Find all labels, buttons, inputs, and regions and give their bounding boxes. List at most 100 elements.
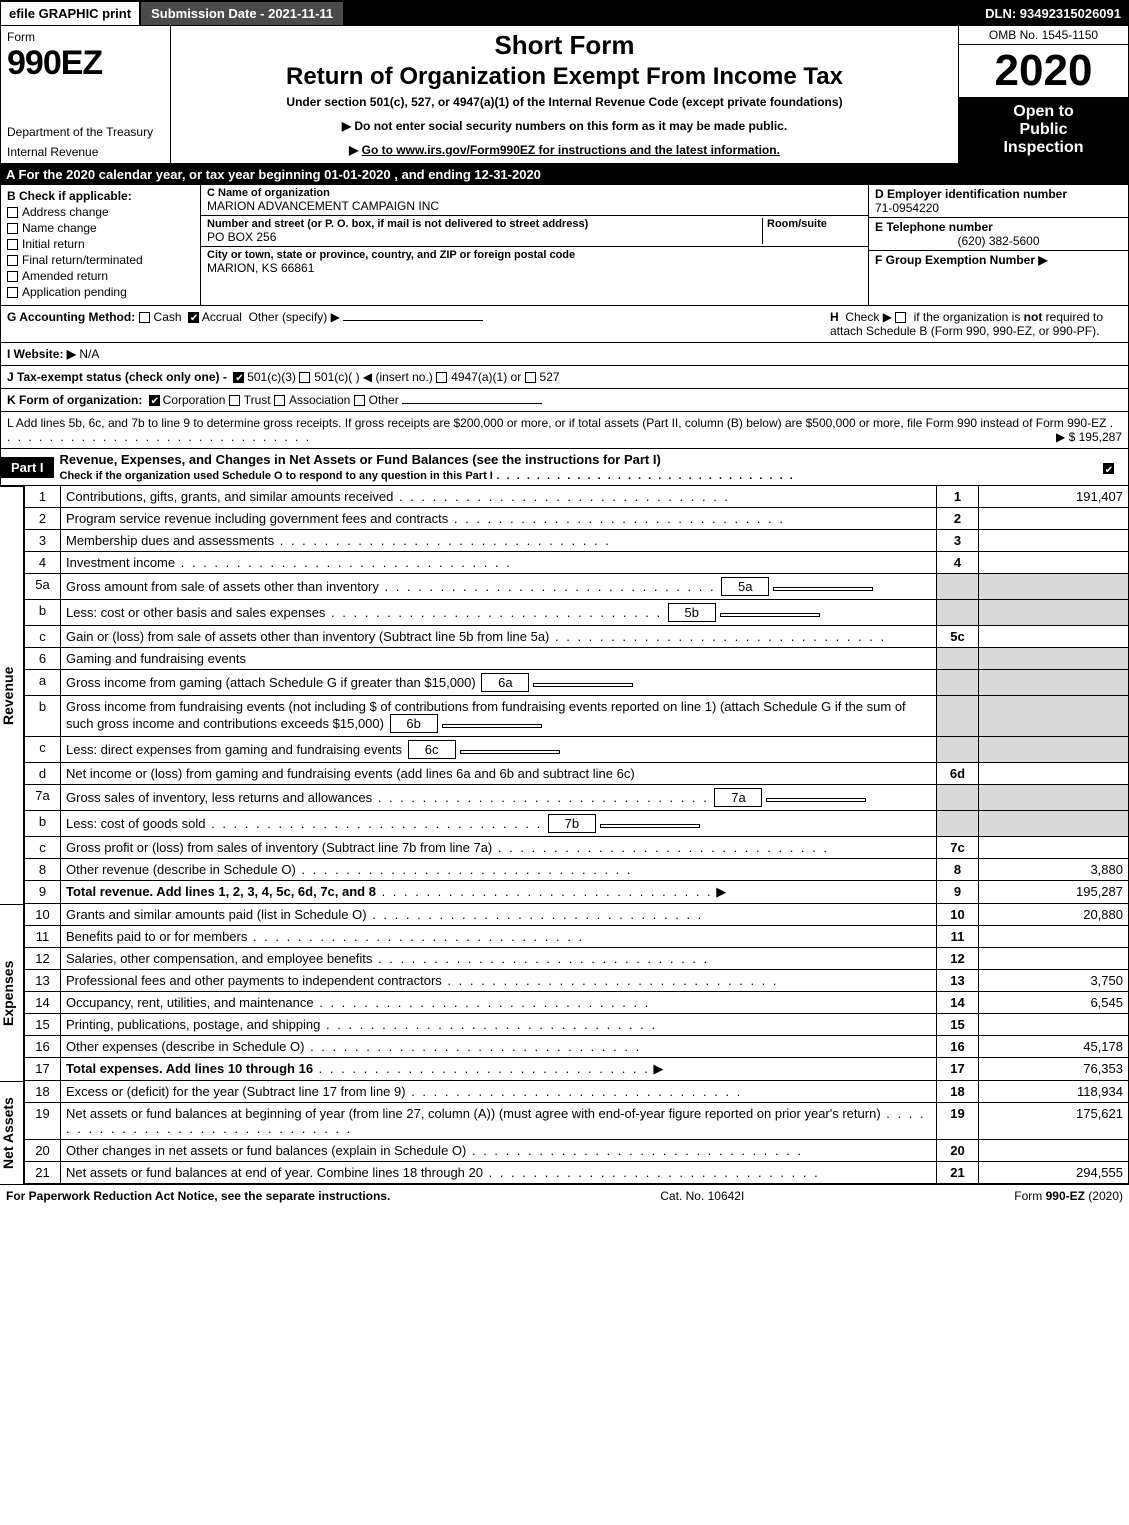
chk-527[interactable]	[525, 372, 536, 383]
line-5b-innerval[interactable]	[720, 613, 820, 617]
line-6d-box: 6d	[937, 763, 979, 785]
chk-cash[interactable]	[139, 312, 150, 323]
line-7a-innerval[interactable]	[766, 798, 866, 802]
chk-other-org[interactable]	[354, 395, 365, 406]
other-method-line[interactable]	[343, 320, 483, 321]
part1-header-row: Part I Revenue, Expenses, and Changes in…	[0, 449, 1129, 486]
chk-address-change[interactable]	[7, 207, 18, 218]
line-9-num: 9	[25, 881, 61, 904]
lbl-trust: Trust	[244, 393, 271, 407]
chk-501c[interactable]	[299, 372, 310, 383]
line-17-box: 17	[937, 1058, 979, 1081]
h-text: H Check ▶ if the organization is not req…	[822, 310, 1122, 338]
line-19-desc: Net assets or fund balances at beginning…	[66, 1106, 881, 1121]
lbl-address-change: Address change	[22, 205, 109, 219]
line-4-num: 4	[25, 552, 61, 574]
line-14-desc: Occupancy, rent, utilities, and maintena…	[66, 995, 314, 1010]
lbl-name-change: Name change	[22, 221, 97, 235]
line-6b-innerval[interactable]	[442, 724, 542, 728]
chk-accrual-checked[interactable]	[188, 312, 199, 323]
line-7a-greybox	[937, 785, 979, 811]
chk-trust[interactable]	[229, 395, 240, 406]
row-g-h: G Accounting Method: Cash Accrual Other …	[0, 306, 1129, 343]
line-6d-desc: Net income or (loss) from gaming and fun…	[66, 766, 635, 781]
page-footer: For Paperwork Reduction Act Notice, see …	[0, 1184, 1129, 1207]
chk-schedule-o-checked[interactable]	[1103, 463, 1114, 474]
line-9-desc: Total revenue. Add lines 1, 2, 3, 4, 5c,…	[66, 884, 376, 899]
room-label: Room/suite	[767, 218, 862, 230]
line-21-desc: Net assets or fund balances at end of ye…	[66, 1165, 483, 1180]
ein-value: 71-0954220	[875, 201, 1122, 215]
lbl-association: Association	[289, 393, 350, 407]
lbl-cash: Cash	[154, 310, 182, 324]
line-5a-num: 5a	[25, 574, 61, 600]
org-name: MARION ADVANCEMENT CAMPAIGN INC	[207, 199, 862, 213]
chk-name-change[interactable]	[7, 223, 18, 234]
line-10-amt: 20,880	[979, 904, 1129, 926]
line-6-greybox	[937, 648, 979, 670]
line-6b-greybox	[937, 696, 979, 737]
lbl-accrual: Accrual	[202, 310, 242, 324]
under-section: Under section 501(c), 527, or 4947(a)(1)…	[179, 95, 950, 109]
netassets-section: Net Assets 18Excess or (deficit) for the…	[0, 1081, 1129, 1184]
line-11-amt	[979, 926, 1129, 948]
org-info-block: B Check if applicable: Address change Na…	[0, 185, 1129, 306]
line-7b-innerval[interactable]	[600, 824, 700, 828]
line-7c-box: 7c	[937, 837, 979, 859]
line-8-desc: Other revenue (describe in Schedule O)	[66, 862, 296, 877]
city-label: City or town, state or province, country…	[207, 249, 862, 261]
chk-initial-return[interactable]	[7, 239, 18, 250]
line-6c-desc: Less: direct expenses from gaming and fu…	[66, 742, 402, 757]
line-12-desc: Salaries, other compensation, and employ…	[66, 951, 372, 966]
line-16-desc: Other expenses (describe in Schedule O)	[66, 1039, 304, 1054]
lbl-amended-return: Amended return	[22, 269, 108, 283]
row-k: K Form of organization: Corporation Trus…	[0, 389, 1129, 412]
line-3-num: 3	[25, 530, 61, 552]
i-label: I Website: ▶	[7, 347, 76, 361]
line-15-desc: Printing, publications, postage, and shi…	[66, 1017, 320, 1032]
dept-treasury: Department of the Treasury	[7, 125, 164, 139]
part1-title: Revenue, Expenses, and Changes in Net As…	[60, 452, 661, 467]
chk-association[interactable]	[274, 395, 285, 406]
line-19-num: 19	[25, 1103, 61, 1140]
efile-print-label[interactable]: efile GRAPHIC print	[0, 1, 140, 26]
chk-4947[interactable]	[436, 372, 447, 383]
other-org-line[interactable]	[402, 403, 542, 404]
form-code: 990EZ	[7, 44, 164, 83]
lbl-4947: 4947(a)(1) or	[451, 370, 521, 384]
line-13-num: 13	[25, 970, 61, 992]
line-12-box: 12	[937, 948, 979, 970]
lbl-527: 527	[540, 370, 560, 384]
line-1-desc: Contributions, gifts, grants, and simila…	[66, 489, 393, 504]
line-7b-greyamt	[979, 811, 1129, 837]
chk-501c3-checked[interactable]	[233, 372, 244, 383]
line-16-num: 16	[25, 1036, 61, 1058]
line-8-num: 8	[25, 859, 61, 881]
chk-application-pending[interactable]	[7, 287, 18, 298]
form-header: Form 990EZ Department of the Treasury In…	[0, 26, 1129, 164]
ein-label: D Employer identification number	[875, 187, 1122, 201]
chk-amended-return[interactable]	[7, 271, 18, 282]
line-11-box: 11	[937, 926, 979, 948]
line-5a-innerval[interactable]	[773, 587, 873, 591]
line-7a-num: 7a	[25, 785, 61, 811]
line-16-box: 16	[937, 1036, 979, 1058]
org-street: PO BOX 256	[207, 230, 762, 244]
chk-corporation-checked[interactable]	[149, 395, 160, 406]
expenses-section: Expenses 10Grants and similar amounts pa…	[0, 904, 1129, 1081]
line-8-box: 8	[937, 859, 979, 881]
line-6b-greyamt	[979, 696, 1129, 737]
line-7b-desc: Less: cost of goods sold	[66, 816, 205, 831]
line-18-amt: 118,934	[979, 1081, 1129, 1103]
column-b-checkboxes: B Check if applicable: Address change Na…	[1, 185, 201, 305]
line-2-amt	[979, 508, 1129, 530]
line-11-num: 11	[25, 926, 61, 948]
goto-link[interactable]: Go to www.irs.gov/Form990EZ for instruct…	[179, 143, 950, 157]
line-6a-greybox	[937, 670, 979, 696]
chk-schedule-b[interactable]	[895, 312, 906, 323]
line-6a-innerval[interactable]	[533, 683, 633, 687]
line-18-box: 18	[937, 1081, 979, 1103]
line-7a-desc: Gross sales of inventory, less returns a…	[66, 790, 372, 805]
chk-final-return[interactable]	[7, 255, 18, 266]
line-6c-innerval[interactable]	[460, 750, 560, 754]
